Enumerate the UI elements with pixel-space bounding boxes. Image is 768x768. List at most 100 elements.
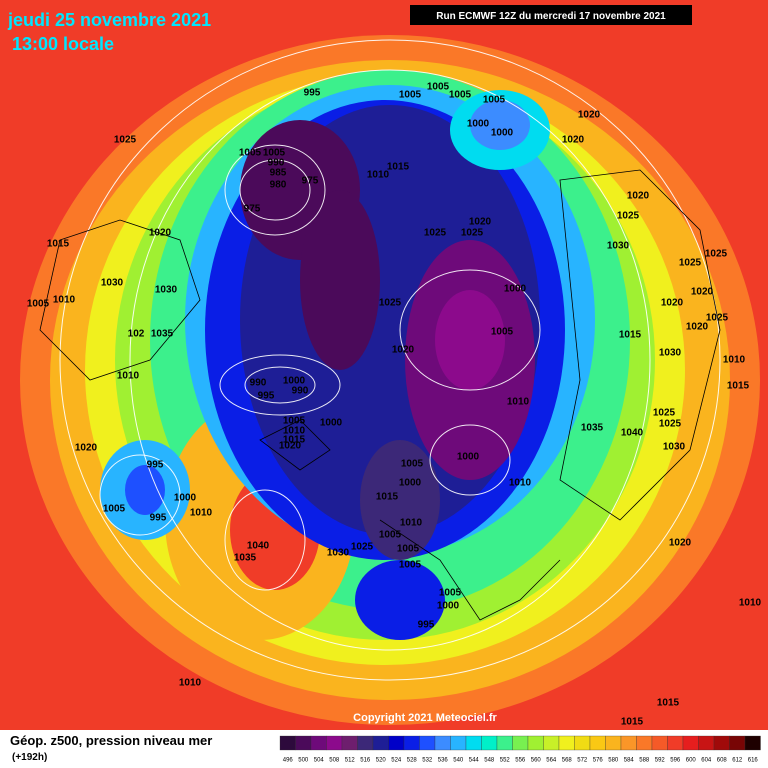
pressure-label: 1010 [367,170,390,181]
pressure-label: 995 [304,88,321,99]
colorbar-label: 584 [624,758,635,764]
pressure-label: 1030 [663,442,686,453]
pressure-label: 1010 [179,678,202,689]
colorbar-label: 568 [562,758,573,764]
pressure-label: 1020 [691,287,714,298]
colorbar-swatch [543,735,560,751]
colorbar-label: 592 [655,758,666,764]
pressure-label: 990 [250,378,267,389]
run-banner [410,5,692,25]
pressure-label: 1005 [263,148,286,159]
pressure-label: 1025 [653,408,676,419]
pressure-label: 1005 [399,90,422,101]
pressure-label: 1025 [461,228,484,239]
colorbar-swatch [636,735,653,751]
pressure-label: 1015 [657,698,680,709]
colorbar-swatch [465,735,482,751]
pressure-label: 1030 [155,285,178,296]
colorbar-label: 512 [345,758,356,764]
pressure-label: 1040 [621,428,644,439]
colorbar-label: 564 [546,758,557,764]
colorbar-swatch [388,735,405,751]
pressure-label: 1010 [739,598,762,609]
pressure-label: 995 [147,460,164,471]
colorbar-label: 572 [577,758,588,764]
pressure-label: 1005 [379,530,402,541]
coastlines [39,169,721,621]
colorbar-label: 548 [484,758,495,764]
pressure-label: 1005 [283,416,306,427]
pressure-label: 990 [292,386,309,397]
colorbar-swatch [403,735,420,751]
colorbar-swatch [372,735,389,751]
map-title: jeudi 25 novembre 2021 [7,10,211,30]
pressure-label: 1030 [327,548,350,559]
pressure-label: 1010 [509,478,532,489]
pressure-label: 995 [150,513,167,524]
pressure-label: 1025 [617,211,640,222]
colorbar-label: 552 [500,758,511,764]
pressure-label: 1020 [392,345,415,356]
colorbar-label: 544 [469,758,480,764]
colorbar-label: 496 [283,758,294,764]
colorbar-swatch [357,735,374,751]
pressure-label: 975 [302,176,319,187]
colorbar-label: 528 [407,758,418,764]
pressure-label: 1010 [190,508,213,519]
pressure-label: 1005 [491,327,514,338]
pressure-label: 990 [268,158,285,169]
colorbar-swatch [279,735,296,751]
colorbar-swatch [574,735,591,751]
run-info: Run ECMWF 12Z du mercredi 17 novembre 20… [436,11,666,22]
colorbar-swatch [713,735,730,751]
pressure-label: 1025 [379,298,402,309]
pressure-label: 1010 [53,295,76,306]
colorbar-swatch [496,735,513,751]
colorbar-swatch [729,735,746,751]
pressure-label: 1005 [401,459,424,470]
pressure-label: 1020 [627,191,650,202]
colorbar-label: 600 [686,758,697,764]
colorbar-label: 580 [608,758,619,764]
pressure-label: 1015 [621,717,644,728]
colorbar-label: 500 [298,758,309,764]
colorbar-label: 532 [422,758,433,764]
pressure-label: 1005 [483,95,506,106]
colorbar-label: 604 [701,758,712,764]
colorbar-swatch [326,735,343,751]
colorbar-swatch [620,735,637,751]
map-field [0,0,768,730]
colorbar-swatch [450,735,467,751]
pressure-label: 1020 [661,298,684,309]
colorbar-swatch [434,735,451,751]
pressure-label: 1000 [457,452,480,463]
pressure-label: 1035 [234,553,257,564]
pressure-label: 1020 [669,538,692,549]
pressure-label: 1025 [424,228,447,239]
pressure-label: 975 [244,204,261,215]
pressure-label: 1015 [47,239,70,250]
colorbar-label: 596 [670,758,681,764]
pressure-label: 1020 [686,322,709,333]
pressure-label: 1005 [439,588,462,599]
colorbar-swatch [481,735,498,751]
colorbar-swatch [682,735,699,751]
pressure-label: 1010 [283,426,306,437]
pressure-label: 1030 [659,348,682,359]
pressure-label: 1040 [247,541,270,552]
pressure-label: 1025 [706,313,729,324]
pressure-label: 1005 [449,90,472,101]
pressure-label: 980 [270,180,287,191]
isobars [59,39,721,681]
pressure-label: 1005 [103,504,126,515]
pressure-label: 1000 [504,284,527,295]
colorbar-swatch [310,735,327,751]
pressure-label: 1000 [491,128,514,139]
pressure-label: 1020 [562,135,585,146]
colorbar-label: 608 [717,758,728,764]
pressure-label: 1030 [607,241,630,252]
colorbar-swatch [589,735,606,751]
colorbar-swatch [341,735,358,751]
colorbar-label: 556 [515,758,526,764]
